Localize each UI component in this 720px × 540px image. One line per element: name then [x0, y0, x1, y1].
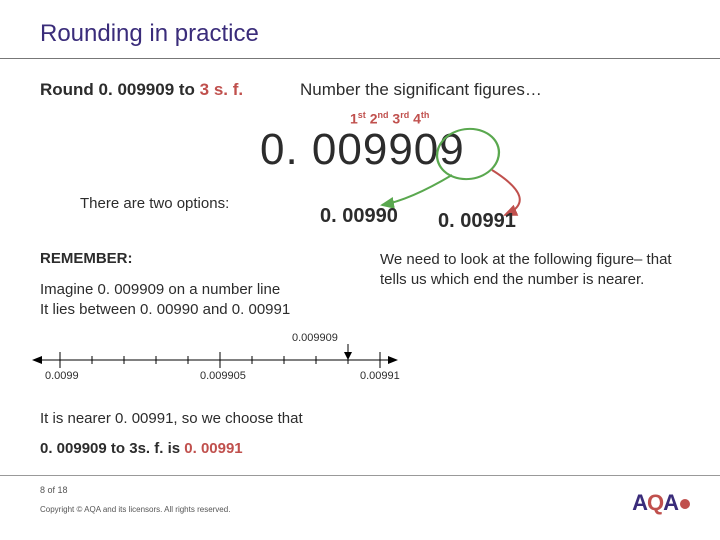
- number-line: 0.009909 0.0099 0.009905 0.00991: [30, 340, 400, 390]
- numberline-label-1: 0.009905: [200, 370, 246, 382]
- explain-text: We need to look at the following figure–…: [380, 250, 680, 291]
- slide: Rounding in practice Round 0. 009909 to …: [0, 0, 720, 540]
- page-number: 8 of 18: [40, 485, 68, 495]
- page-title: Rounding in practice: [40, 20, 259, 48]
- logo-dot-icon: [680, 499, 690, 509]
- imagine-line2: It lies between 0. 00990 and 0. 00991: [40, 301, 290, 318]
- imagine-text: Imagine 0. 009909 on a number line It li…: [40, 280, 290, 321]
- option-1: 0. 00990: [320, 205, 398, 228]
- footer-rule: [0, 475, 720, 476]
- option-2: 0. 00991: [438, 210, 516, 233]
- remember-label: REMEMBER:: [40, 250, 133, 267]
- nearer-text: It is nearer 0. 00991, so we choose that: [40, 410, 303, 427]
- numberline-top-label: 0.009909: [292, 332, 338, 344]
- numberline-label-0: 0.0099: [45, 370, 79, 382]
- copyright: Copyright © AQA and its licensors. All r…: [40, 505, 230, 514]
- number-hint: Number the significant figures…: [300, 80, 542, 100]
- instruction-prefix: Round 0. 009909 to: [40, 80, 200, 99]
- imagine-line1: Imagine 0. 009909 on a number line: [40, 281, 280, 298]
- instruction-accent: 3 s. f.: [200, 80, 243, 99]
- instruction: Round 0. 009909 to 3 s. f.: [40, 80, 243, 100]
- big-number: 0. 009909: [260, 125, 465, 175]
- answer-accent: 0. 00991: [184, 440, 242, 457]
- two-options-label: There are two options:: [80, 195, 229, 212]
- numberline-label-2: 0.00991: [360, 370, 400, 382]
- aqa-logo: AQA: [632, 490, 690, 516]
- title-rule: [0, 58, 720, 59]
- answer-text: 0. 009909 to 3s. f. is 0. 00991: [40, 440, 243, 457]
- answer-prefix: 0. 009909 to 3s. f. is: [40, 440, 184, 457]
